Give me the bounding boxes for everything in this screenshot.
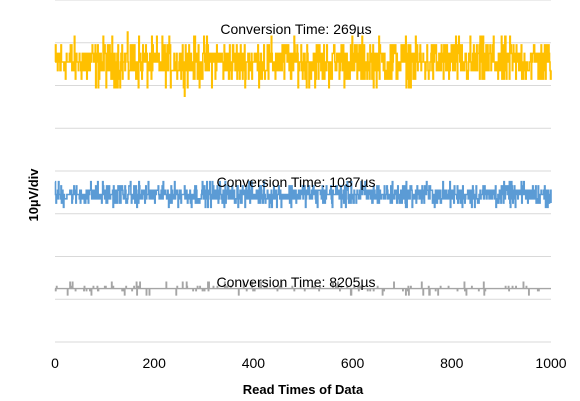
x-tick-label: 800 bbox=[440, 355, 464, 371]
series-line-2 bbox=[54, 180, 552, 209]
series-line-1 bbox=[54, 31, 552, 97]
x-tick-label: 0 bbox=[51, 355, 59, 371]
annotation-layer: Conversion Time: 269µs Conversion Time: 1… bbox=[216, 21, 375, 290]
x-tick-labels: 0 200 400 600 800 1000 bbox=[51, 355, 567, 371]
y-axis-title: 10µV/div bbox=[26, 168, 41, 222]
x-tick-label: 400 bbox=[242, 355, 266, 371]
series-annotation-3: Conversion Time: 8205µs bbox=[216, 274, 375, 290]
series-annotation-2: Conversion Time: 1037µs bbox=[216, 174, 375, 190]
x-tick-label: 1000 bbox=[535, 355, 566, 371]
x-tick-label: 200 bbox=[143, 355, 167, 371]
series-line-3 bbox=[54, 281, 551, 296]
series-layer bbox=[54, 31, 552, 296]
series-annotation-1: Conversion Time: 269µs bbox=[220, 21, 371, 37]
x-axis-title: Read Times of Data bbox=[243, 382, 364, 397]
x-tick-label: 600 bbox=[341, 355, 365, 371]
